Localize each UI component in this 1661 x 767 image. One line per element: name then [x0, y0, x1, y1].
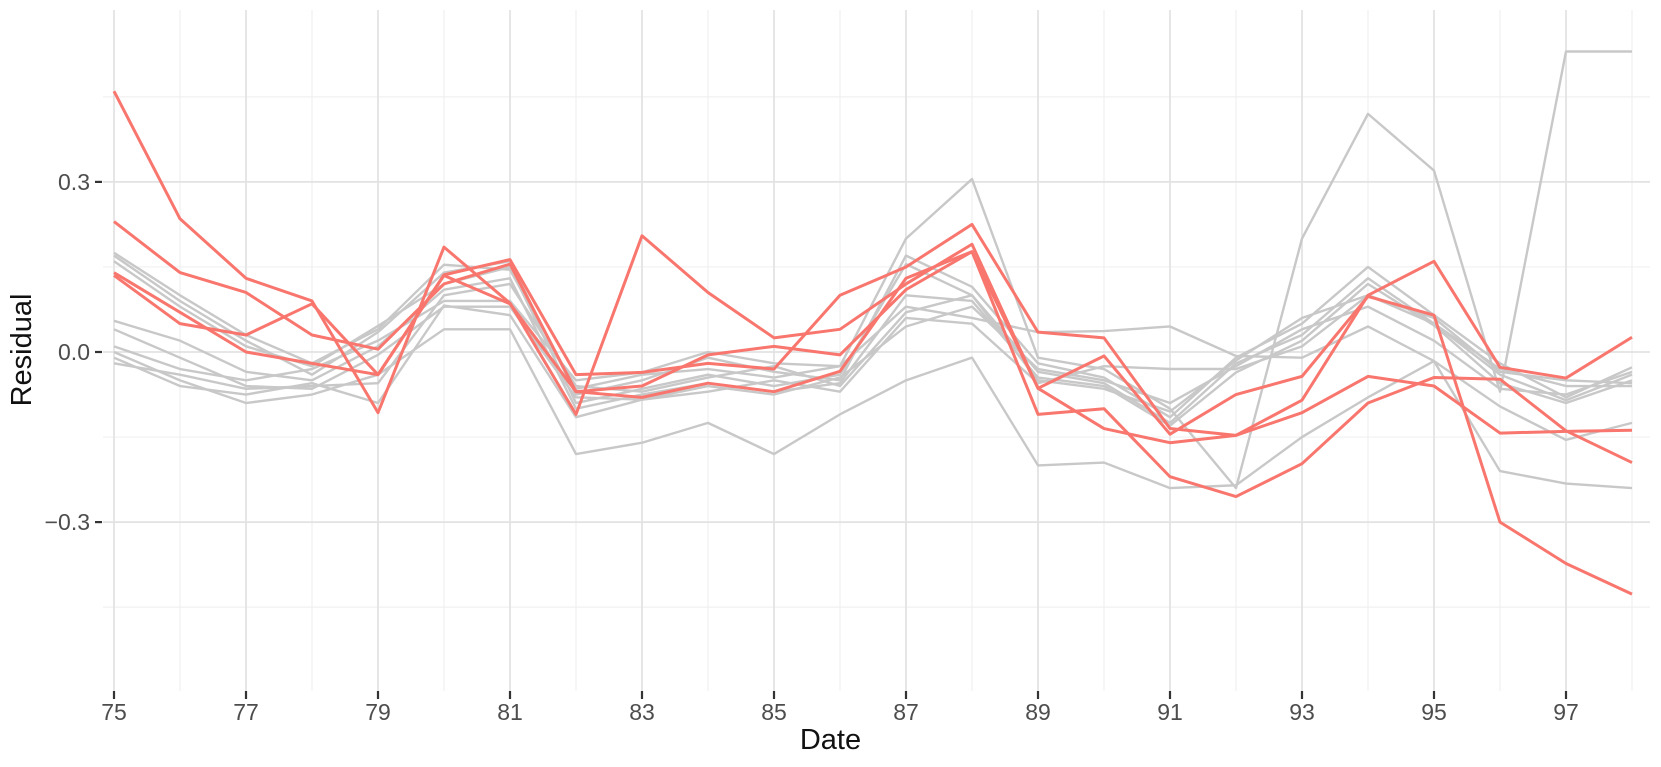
x-tick-label: 83	[629, 699, 655, 725]
series-red-3	[113, 220, 1633, 499]
x-axis-title: Date	[799, 724, 862, 756]
series-gray-7	[113, 328, 1633, 490]
x-tick-label: 85	[761, 699, 787, 725]
series-gray-1	[113, 50, 1632, 490]
y-axis-title: Residual	[6, 293, 38, 407]
series-red-4	[113, 250, 1633, 445]
x-tick-label: 91	[1157, 699, 1183, 725]
x-tick-label: 93	[1289, 699, 1315, 725]
series-gray-3	[113, 260, 1633, 425]
x-tick-label: 97	[1553, 699, 1579, 725]
x-tick-label: 87	[893, 699, 919, 725]
series-gray-8	[113, 304, 1633, 419]
x-tick-label: 79	[365, 699, 391, 725]
x-tick-label: 89	[1025, 699, 1051, 725]
x-tick-label: 81	[497, 699, 523, 725]
y-tick-label: 0.0	[58, 339, 90, 365]
x-tick-label: 95	[1421, 699, 1447, 725]
x-tick-label: 75	[101, 699, 127, 725]
y-tick-label: −0.3	[45, 509, 90, 535]
series-red-1	[112, 90, 1633, 596]
series-red-2	[113, 222, 1633, 437]
y-tick-label: 0.3	[58, 169, 90, 195]
x-tick-label: 77	[233, 699, 259, 725]
